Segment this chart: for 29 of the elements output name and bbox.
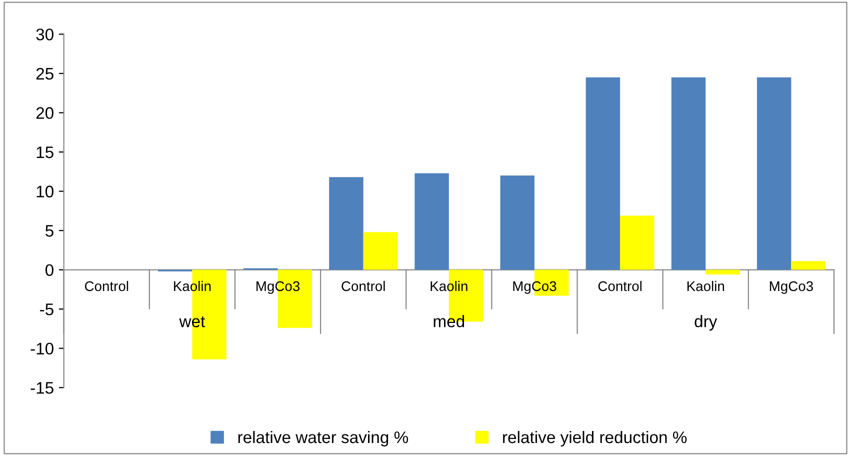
x-tick-label: Control xyxy=(598,280,642,292)
annotation: med xyxy=(434,315,464,328)
y-tick-label: -15 xyxy=(30,382,54,394)
bar xyxy=(363,232,398,270)
bar xyxy=(756,77,792,270)
bar xyxy=(671,77,706,270)
y-tick-label: 15 xyxy=(36,146,54,158)
y-tick-label: 0 xyxy=(45,264,54,276)
annotation: dry xyxy=(694,315,718,331)
bar xyxy=(586,77,620,270)
bar xyxy=(791,261,826,270)
y-tick-label: -10 xyxy=(30,342,54,355)
y-tick-label: 10 xyxy=(36,186,54,198)
x-tick-label: Kaolin xyxy=(687,280,724,292)
x-tick-label: MgCo3 xyxy=(770,281,813,294)
bar xyxy=(620,216,654,270)
x-tick-label: Control xyxy=(84,280,128,292)
legend-label: relative yield reduction % xyxy=(503,430,687,446)
bar xyxy=(414,173,449,270)
y-tick-label: 5 xyxy=(46,225,54,237)
y-tick-label: 20 xyxy=(36,107,54,119)
x-tick-label: Control xyxy=(342,280,385,292)
bar xyxy=(500,176,534,270)
legend-label: relative water saving % xyxy=(238,430,408,446)
bar xyxy=(329,177,364,270)
y-tick-label: 25 xyxy=(36,68,54,80)
y-tick-label: -5 xyxy=(40,304,54,316)
y-tick-label: 30 xyxy=(36,28,54,40)
bar xyxy=(706,270,740,275)
